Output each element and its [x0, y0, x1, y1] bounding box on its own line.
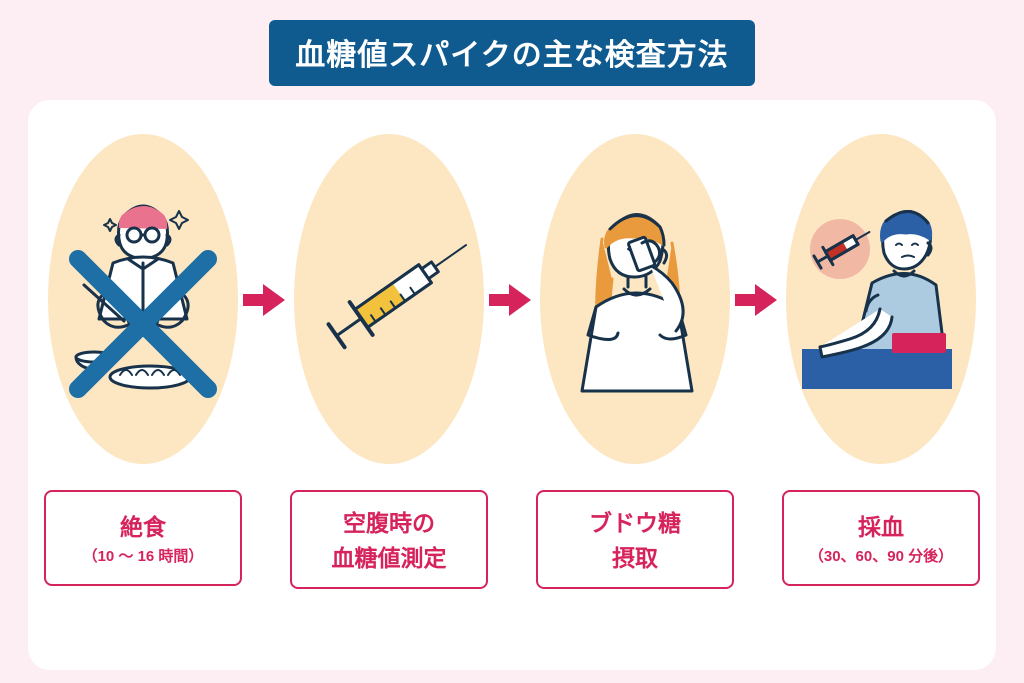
person-eating-crossed-icon — [58, 199, 228, 399]
label-main: 空腹時の — [300, 506, 478, 541]
step-glucose: ブドウ糖 摂取 — [535, 134, 735, 630]
step-label: 採血 （30、60、90 分後） — [782, 490, 980, 586]
label-main-2: 摂取 — [546, 541, 724, 576]
arrow — [243, 134, 289, 464]
step-label: 空腹時の 血糖値測定 — [290, 490, 488, 589]
steps-panel: 絶食 （10 〜 16 時間） — [28, 100, 996, 670]
step-ellipse — [48, 134, 238, 464]
arrow — [735, 134, 781, 464]
step-label: 絶食 （10 〜 16 時間） — [44, 490, 242, 586]
label-main: ブドウ糖 — [546, 506, 724, 541]
label-main: 採血 — [792, 510, 970, 545]
title-bar: 血糖値スパイクの主な検査方法 — [269, 20, 754, 86]
step-ellipse — [540, 134, 730, 464]
person-drinking-icon — [550, 199, 720, 399]
step-sampling: 採血 （30、60、90 分後） — [781, 134, 981, 630]
label-main: 絶食 — [54, 510, 232, 545]
step-baseline: 空腹時の 血糖値測定 — [289, 134, 489, 630]
step-fasting: 絶食 （10 〜 16 時間） — [43, 134, 243, 630]
label-sub: （10 〜 16 時間） — [54, 546, 232, 569]
label-sub: （30、60、90 分後） — [792, 546, 970, 569]
step-ellipse — [294, 134, 484, 464]
label-main-2: 血糖値測定 — [300, 541, 478, 576]
step-ellipse — [786, 134, 976, 464]
person-blood-draw-icon — [796, 199, 966, 399]
page-background: 血糖値スパイクの主な検査方法 — [0, 0, 1024, 683]
syringe-icon — [304, 199, 474, 399]
title-text: 血糖値スパイクの主な検査方法 — [295, 39, 728, 72]
step-label: ブドウ糖 摂取 — [536, 490, 734, 589]
arrow — [489, 134, 535, 464]
